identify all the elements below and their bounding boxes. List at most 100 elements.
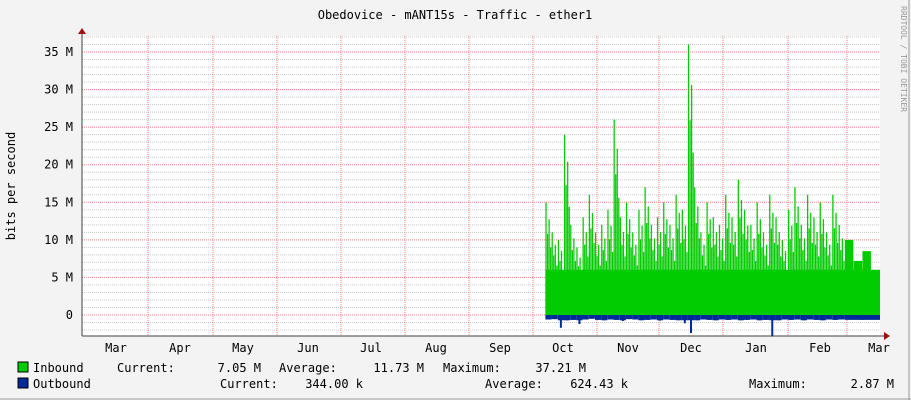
inbound-bar (732, 244, 735, 315)
inbound-bar (596, 255, 598, 315)
inbound-bar (666, 219, 668, 315)
outbound-spike (834, 315, 837, 320)
inbound-bar (554, 244, 556, 315)
x-tick-label: Dec (680, 341, 702, 355)
inbound-bar (802, 250, 804, 315)
data-marks (545, 44, 880, 337)
inbound-bar (778, 231, 780, 315)
inbound-bar (829, 244, 831, 315)
inbound-bar (638, 209, 640, 315)
inbound-bar (764, 255, 766, 315)
inbound-bar (636, 265, 639, 315)
inbound-bar (588, 194, 590, 315)
outbound-spike (758, 315, 761, 321)
x-tick-label: Nov (617, 341, 639, 355)
outbound-spike (547, 315, 550, 320)
inbound-bar (775, 217, 777, 315)
inbound-bar (827, 255, 829, 315)
inbound-bar (633, 255, 635, 315)
inbound-bar (627, 233, 629, 315)
outbound-spike (764, 315, 767, 320)
legend-outbound-current-label: Current: (220, 377, 278, 391)
chart-title: Obedovice - mANT15s - Traffic - ether1 (318, 8, 593, 22)
y-tick-label: 25 M (44, 120, 73, 134)
outbound-spike (615, 315, 618, 320)
inbound-bar (723, 260, 725, 315)
outbound-spike (752, 315, 755, 320)
inbound-bar (581, 274, 583, 315)
legend-outbound-current: 344.00 k (305, 377, 364, 391)
inbound-bar (818, 256, 820, 315)
outbound-spike (783, 315, 786, 320)
inbound-bar (751, 250, 754, 315)
inbound-bar (791, 225, 793, 315)
outbound-spike (828, 315, 831, 320)
inbound-bar (582, 217, 584, 315)
legend-inbound-average: 11.73 M (373, 361, 424, 375)
x-tick-label: Mar (868, 341, 890, 355)
inbound-bar (689, 120, 691, 316)
inbound-bar (653, 238, 656, 315)
inbound-bar (546, 233, 549, 315)
outbound-spike (634, 315, 637, 320)
outbound-spike (609, 315, 612, 320)
outbound-spike (733, 315, 736, 320)
outbound-spike (559, 315, 562, 328)
inbound-bar (670, 250, 673, 315)
inbound-bar (652, 250, 654, 315)
legend-outbound-average-label: Average: (485, 377, 543, 391)
inbound-bar (622, 231, 625, 315)
inbound-bar (701, 255, 704, 315)
inbound-bar (635, 244, 637, 315)
legend-outbound-maximum: 2.87 M (851, 377, 894, 391)
inbound-bar (715, 231, 718, 315)
inbound-bar (743, 209, 746, 315)
inbound-bar (664, 233, 666, 315)
inbound-bar (678, 212, 680, 315)
outbound-spike (553, 315, 556, 320)
inbound-bar (663, 202, 665, 315)
inbound-bar (767, 265, 769, 315)
inbound-bar (557, 239, 560, 315)
watermark: RRDTOOL / TOBI OETIKER (899, 6, 908, 112)
inbound-bar (844, 239, 854, 315)
legend-outbound-average: 624.43 k (570, 377, 629, 391)
inbound-bar (621, 244, 623, 315)
outbound-spike (727, 315, 730, 320)
inbound-bar (683, 239, 685, 315)
inbound-bar (772, 212, 774, 315)
inbound-bar (814, 244, 817, 315)
inbound-bar (590, 228, 592, 315)
inbound-bar (794, 187, 796, 315)
inbound-bar (598, 244, 600, 315)
inbound-bar (630, 247, 632, 315)
y-tick-label: 20 M (44, 158, 73, 172)
inbound-swatch (17, 361, 29, 373)
inbound-bar (706, 202, 708, 315)
legend-inbound-maximum-label: Maximum: (443, 361, 501, 375)
outbound-spike (646, 315, 649, 320)
inbound-bar (658, 244, 660, 315)
legend-outbound-label: Outbound (33, 377, 91, 391)
inbound-bar (667, 247, 670, 315)
inbound-bar (758, 233, 760, 315)
inbound-bar (822, 219, 825, 315)
outbound-spike (720, 315, 723, 320)
outbound-spike (584, 315, 587, 320)
outbound-spike (671, 315, 674, 320)
inbound-bar (737, 179, 739, 315)
x-tick-label: May (232, 341, 254, 355)
inbound-bar (565, 185, 567, 315)
inbound-bar (806, 194, 809, 315)
inbound-bar (568, 206, 570, 315)
inbound-bar (784, 251, 787, 315)
inbound-bar (799, 238, 801, 315)
inbound-bar (718, 224, 721, 315)
inbound-bar (871, 269, 880, 315)
inbound-bar (830, 265, 832, 315)
inbound-bar (773, 242, 776, 315)
inbound-bar (684, 225, 687, 315)
inbound-bar (680, 242, 682, 315)
outbound-spike (640, 315, 643, 321)
